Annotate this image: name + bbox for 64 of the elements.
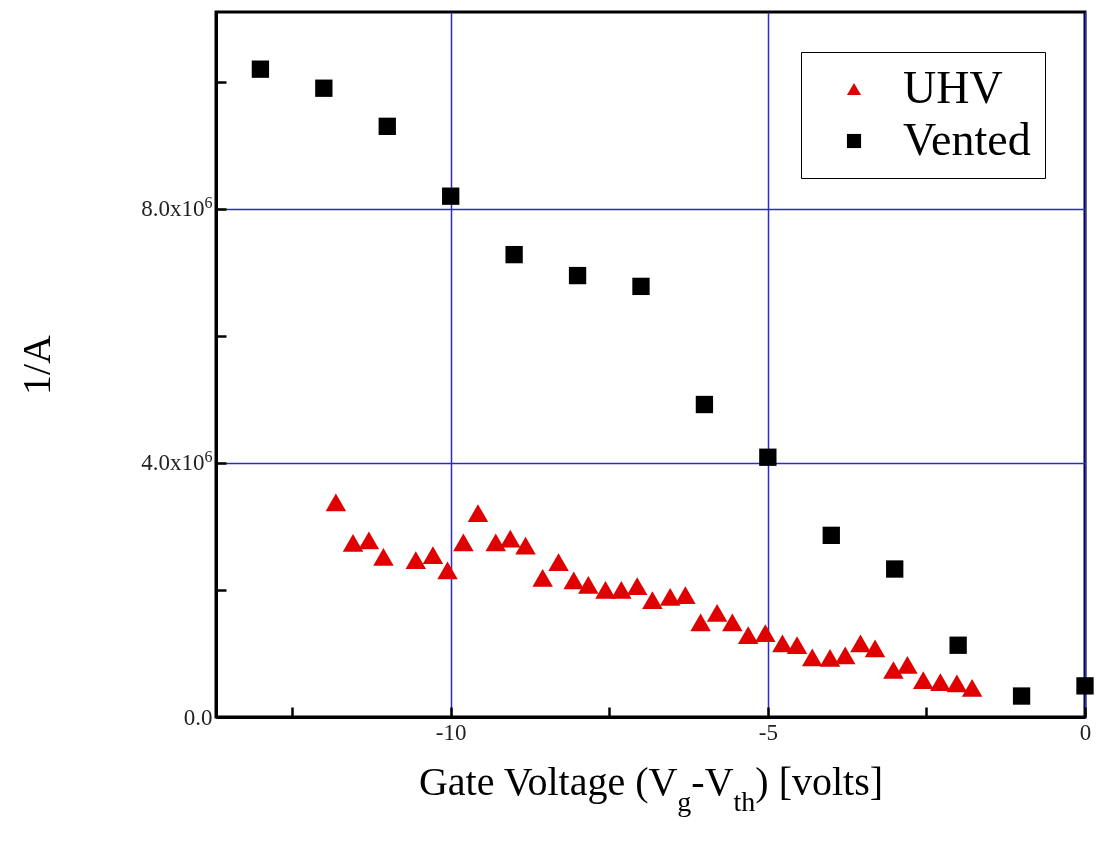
point xyxy=(706,603,728,622)
point xyxy=(822,526,840,545)
point xyxy=(325,493,347,512)
point xyxy=(1012,687,1031,705)
point xyxy=(755,624,776,643)
point xyxy=(802,648,823,667)
y-tick-label: 4.0x10$^{6}$ xyxy=(141,447,213,476)
point xyxy=(578,576,599,594)
point xyxy=(930,673,951,691)
point xyxy=(850,634,871,653)
point xyxy=(695,395,714,414)
point xyxy=(467,504,489,522)
point xyxy=(405,551,427,569)
point xyxy=(358,531,380,550)
point xyxy=(759,448,777,466)
x-tick-label: 0 xyxy=(1079,719,1092,745)
point xyxy=(568,266,587,285)
point xyxy=(1076,677,1094,695)
point xyxy=(913,671,934,690)
point xyxy=(772,634,793,653)
point xyxy=(737,626,759,644)
point xyxy=(883,661,904,679)
point xyxy=(659,588,681,606)
y-tick-label: 8.0x10$^{6}$ xyxy=(141,193,213,222)
y-tick-label: 0.0 xyxy=(183,704,213,730)
point xyxy=(626,577,648,596)
point xyxy=(505,245,523,264)
point xyxy=(251,60,270,78)
point xyxy=(834,646,856,665)
point xyxy=(453,533,474,552)
point xyxy=(786,636,808,655)
point xyxy=(819,649,841,667)
point xyxy=(611,581,632,599)
point xyxy=(961,678,983,697)
point xyxy=(886,560,904,578)
point xyxy=(422,546,444,564)
point xyxy=(632,277,650,296)
point xyxy=(485,533,506,552)
legend-label: UHV xyxy=(903,62,1003,113)
point xyxy=(315,79,333,97)
y-axis-title: 1/A xyxy=(13,334,59,395)
x-tick-label: -10 xyxy=(435,719,467,745)
point xyxy=(722,613,743,632)
point xyxy=(437,561,458,580)
point xyxy=(548,553,569,571)
point xyxy=(864,639,886,658)
point xyxy=(675,586,696,604)
point xyxy=(378,117,396,135)
point xyxy=(532,569,553,587)
point xyxy=(595,581,616,599)
point xyxy=(342,534,364,552)
point xyxy=(500,529,521,548)
point xyxy=(897,656,918,674)
point xyxy=(442,187,460,205)
point xyxy=(642,591,663,610)
legend-label: Vented xyxy=(903,114,1031,165)
point xyxy=(515,536,536,555)
x-tick-label: -5 xyxy=(758,719,778,745)
point xyxy=(949,636,967,654)
point xyxy=(946,674,968,693)
point xyxy=(563,571,584,590)
x-axis-title: Gate Voltage (V$_{g}$-V$_{th}$) [volts] xyxy=(418,758,884,816)
point xyxy=(690,613,711,632)
point xyxy=(373,548,394,566)
